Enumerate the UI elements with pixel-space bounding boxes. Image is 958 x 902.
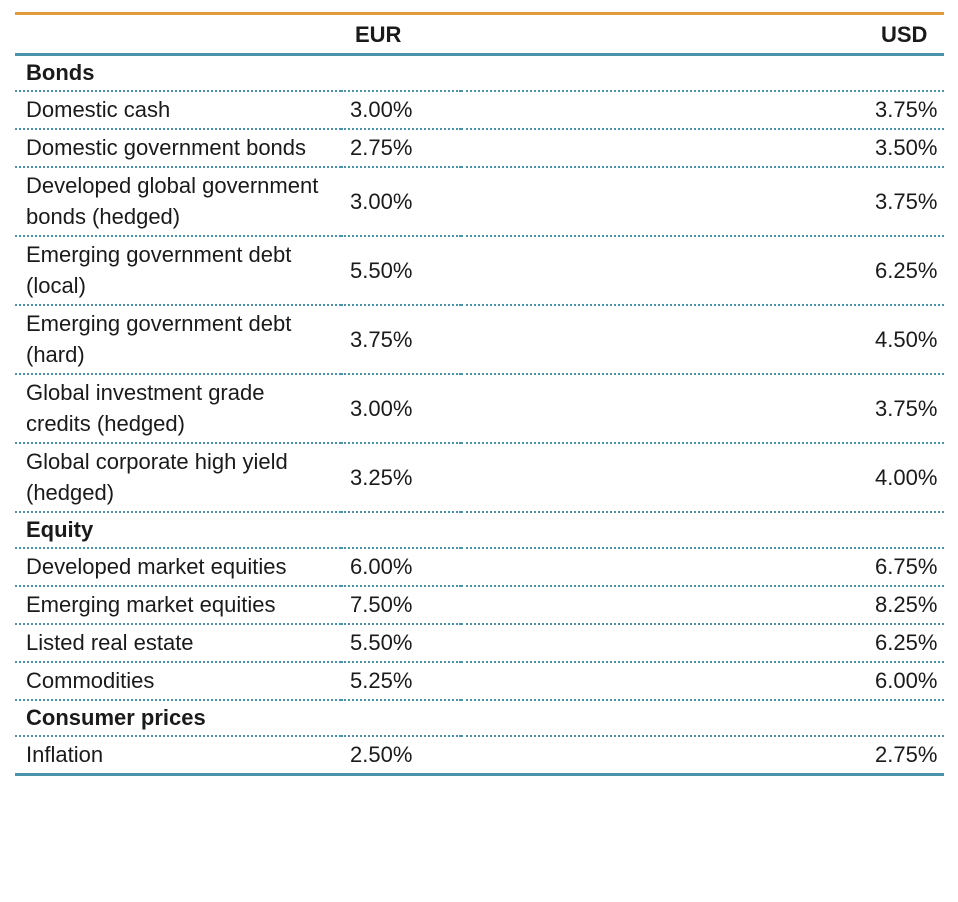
section-title: Equity <box>26 517 94 542</box>
usd-value: 6.25% <box>875 630 938 655</box>
eur-value: 2.75% <box>350 135 413 160</box>
table-row: Domestic government bonds 2.75% 3.50% <box>15 129 944 167</box>
header-row: EUR USD <box>15 13 944 55</box>
usd-value: 6.75% <box>875 554 938 579</box>
eur-value: 7.50% <box>350 592 413 617</box>
usd-value: 2.75% <box>875 742 938 767</box>
table-row: Emerging government debt (hard) 3.75% 4.… <box>15 305 944 374</box>
table-header: EUR USD <box>15 13 944 55</box>
row-label: Emerging market equities <box>26 592 276 617</box>
usd-value: 3.75% <box>875 97 938 122</box>
row-label: Domestic cash <box>26 97 171 122</box>
eur-value: 3.75% <box>350 326 413 352</box>
eur-value: 3.00% <box>350 97 413 122</box>
row-label: Domestic government bonds <box>26 135 307 160</box>
row-label: Developed global government bonds (hedge… <box>26 173 319 229</box>
eur-value: 3.00% <box>350 395 413 421</box>
section-title: Bonds <box>26 60 95 85</box>
table-row: Emerging government debt (local) 5.50% 6… <box>15 236 944 305</box>
section-title: Consumer prices <box>26 705 206 730</box>
section-row-bonds: Bonds <box>15 55 944 91</box>
row-label: Global investment grade credits (hedged) <box>26 380 265 436</box>
usd-value: 6.25% <box>875 257 938 283</box>
returns-table-container: EUR USD Bonds Domestic cash 3.00% 3.75% … <box>15 12 944 776</box>
expected-returns-table: EUR USD Bonds Domestic cash 3.00% 3.75% … <box>15 12 944 776</box>
usd-value: 8.25% <box>875 592 938 617</box>
usd-value: 4.50% <box>875 326 938 352</box>
eur-value: 3.00% <box>350 188 413 214</box>
eur-value: 5.50% <box>350 630 413 655</box>
usd-value: 4.00% <box>875 464 938 490</box>
eur-value: 5.50% <box>350 257 413 283</box>
table-row: Inflation 2.50% 2.75% <box>15 736 944 775</box>
eur-value: 3.25% <box>350 464 413 490</box>
section-row-equity: Equity <box>15 512 944 548</box>
eur-value: 5.25% <box>350 668 413 693</box>
usd-value: 6.00% <box>875 668 938 693</box>
table-row: Listed real estate 5.50% 6.25% <box>15 624 944 662</box>
row-label: Inflation <box>26 742 104 767</box>
section-row-consumer-prices: Consumer prices <box>15 700 944 736</box>
table-row: Emerging market equities 7.50% 8.25% <box>15 586 944 624</box>
table-row: Developed market equities 6.00% 6.75% <box>15 548 944 586</box>
table-row: Domestic cash 3.00% 3.75% <box>15 91 944 129</box>
table-row: Commodities 5.25% 6.00% <box>15 662 944 700</box>
header-label <box>15 14 341 55</box>
table-row: Global corporate high yield (hedged) 3.2… <box>15 443 944 512</box>
usd-value: 3.75% <box>875 395 938 421</box>
header-usd: USD <box>881 21 928 47</box>
row-label: Emerging government debt (local) <box>26 242 292 298</box>
usd-value: 3.75% <box>875 188 938 214</box>
usd-value: 3.50% <box>875 135 938 160</box>
row-label: Global corporate high yield (hedged) <box>26 449 288 505</box>
eur-value: 2.50% <box>350 742 413 767</box>
row-label: Commodities <box>26 668 155 693</box>
row-label: Developed market equities <box>26 554 287 579</box>
table-body: Bonds Domestic cash 3.00% 3.75% Domestic… <box>15 55 944 775</box>
header-eur: EUR <box>355 21 402 47</box>
row-label: Listed real estate <box>26 630 194 655</box>
eur-value: 6.00% <box>350 554 413 579</box>
row-label: Emerging government debt (hard) <box>26 311 292 367</box>
table-row: Global investment grade credits (hedged)… <box>15 374 944 443</box>
table-row: Developed global government bonds (hedge… <box>15 167 944 236</box>
